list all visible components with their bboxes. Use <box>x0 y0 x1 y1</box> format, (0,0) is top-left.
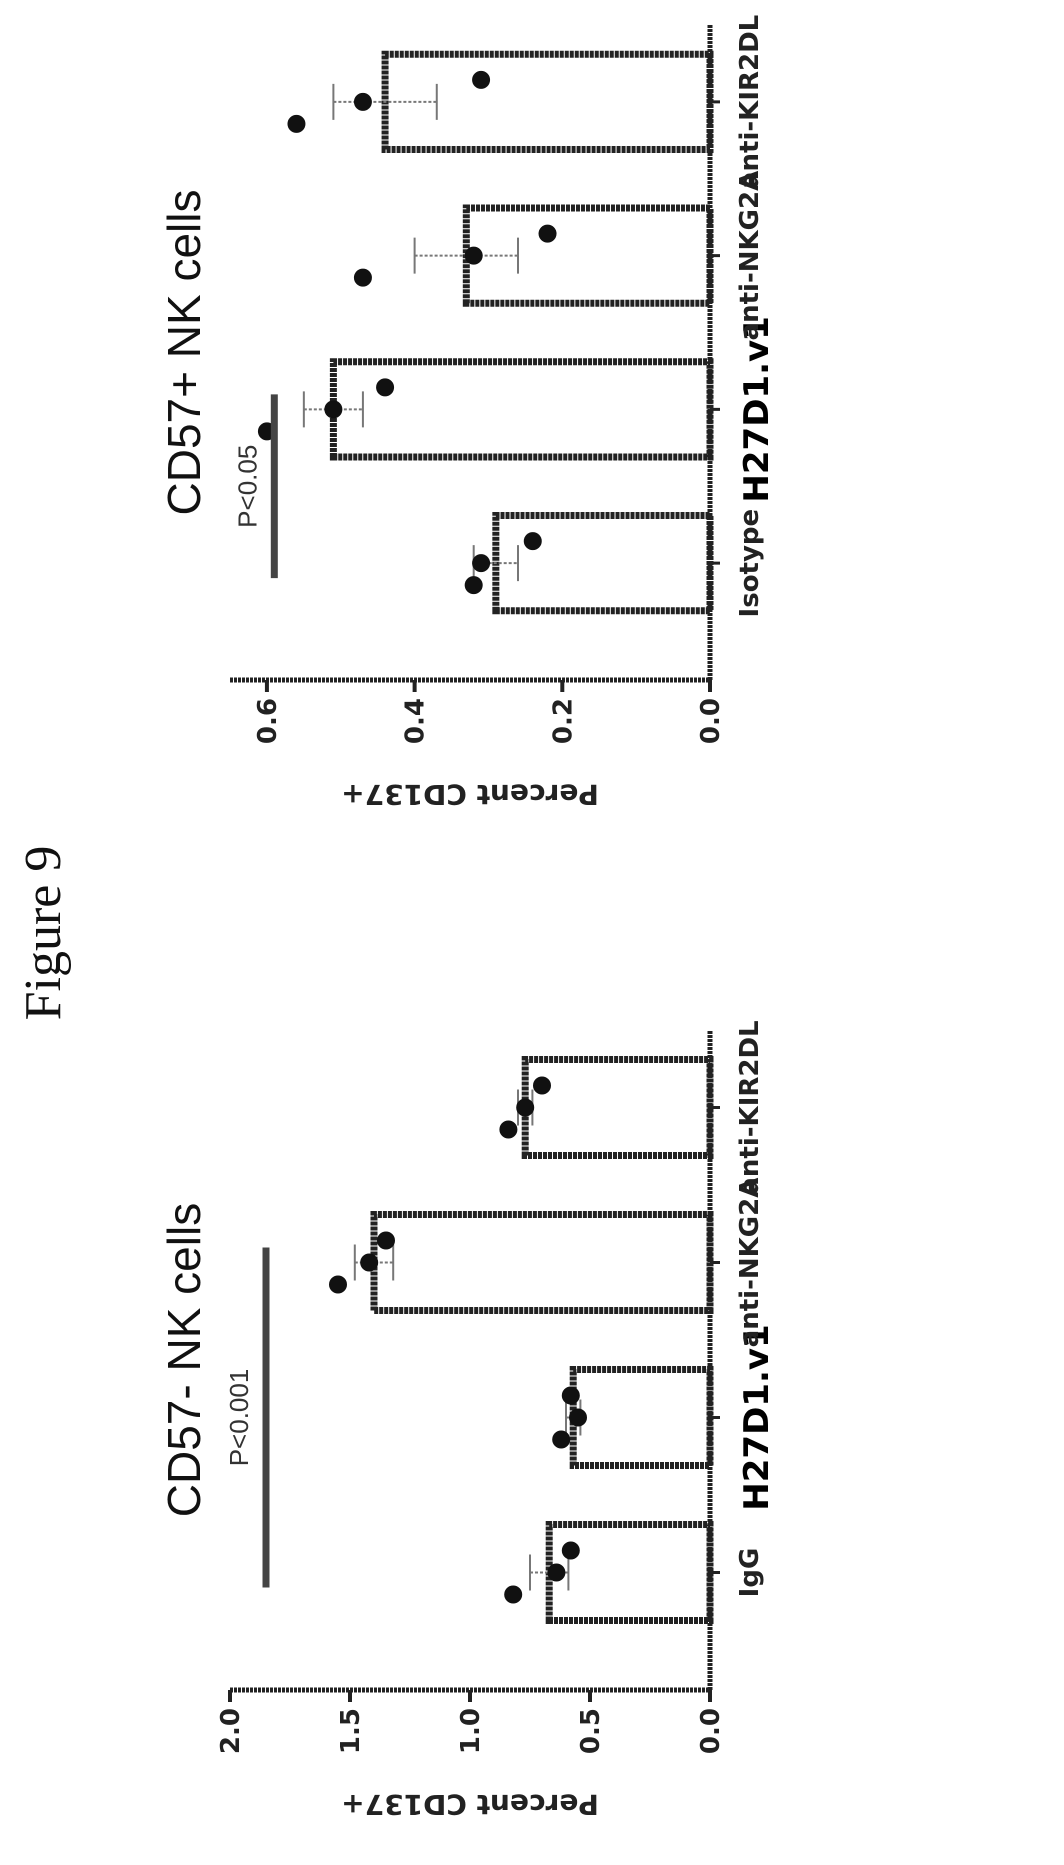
category-label: IgG <box>735 1548 765 1598</box>
data-point <box>499 1120 518 1139</box>
figure-title: Figure 9 <box>15 846 72 1021</box>
bar <box>545 1520 714 1625</box>
data-point <box>377 1231 395 1250</box>
data-point <box>464 246 483 265</box>
category-label: anti-KIR2DL <box>735 1020 765 1194</box>
data-point <box>472 554 491 573</box>
bar <box>462 204 714 307</box>
data-point <box>464 576 483 595</box>
panel-title: CD57- NK cells <box>158 1203 210 1517</box>
data-point <box>516 1098 535 1117</box>
y-tick-label: 2.0 <box>216 1708 246 1754</box>
data-point <box>569 1408 587 1427</box>
category-label: anti-NKG2A <box>735 171 765 341</box>
data-point <box>472 70 491 89</box>
data-point <box>523 532 542 551</box>
data-point <box>376 378 395 397</box>
data-point <box>552 1430 571 1449</box>
data-point <box>533 1076 551 1095</box>
category-label: H27D1.v1 <box>737 1324 777 1510</box>
category-label: anti-NKG2A <box>735 1178 765 1348</box>
data-point <box>504 1585 523 1604</box>
data-point <box>360 1253 379 1272</box>
data-point <box>353 268 372 287</box>
y-axis-label: Percent CD137+ <box>341 778 599 811</box>
data-point <box>329 1275 347 1294</box>
y-tick-label: 0.6 <box>253 698 283 744</box>
panel-cd57-neg: CD57- NK cells 0.0 0.5 1.0 1.5 2.0 Percent CD1… <box>158 1020 777 1821</box>
y-tick-label: 0.0 <box>696 1708 726 1754</box>
category-label: H27D1.v1 <box>737 316 777 502</box>
bar <box>492 511 714 615</box>
bar <box>569 1365 714 1470</box>
data-point <box>561 1386 580 1405</box>
y-tick-label: 0.5 <box>576 1708 606 1754</box>
y-tick-label: 0.0 <box>696 698 726 744</box>
bar <box>329 358 714 461</box>
y-tick-label: 1.0 <box>456 1708 486 1754</box>
panel-title: CD57+ NK cells <box>158 190 210 516</box>
significance-label: P<0.001 <box>224 1369 254 1467</box>
data-point <box>561 1541 580 1560</box>
significance-label: P<0.05 <box>232 445 262 528</box>
data-point <box>324 400 343 419</box>
panel-cd57-pos: CD57+ NK cells 0.0 0.2 0.4 0.6 Percent CD137+… <box>158 15 777 811</box>
y-tick-label: 0.4 <box>401 698 431 744</box>
data-point <box>353 92 372 111</box>
y-axis-label: Percent CD137+ <box>341 1788 599 1821</box>
y-tick-label: 1.5 <box>336 1708 366 1754</box>
y-tick-label: 0.2 <box>548 698 578 744</box>
bar <box>521 1055 714 1160</box>
data-point <box>287 114 306 133</box>
data-point <box>538 224 557 243</box>
category-label: anti-KIR2DL <box>735 15 765 189</box>
category-label: Isotype <box>735 509 765 618</box>
data-point <box>547 1563 566 1582</box>
bar <box>370 1210 714 1315</box>
